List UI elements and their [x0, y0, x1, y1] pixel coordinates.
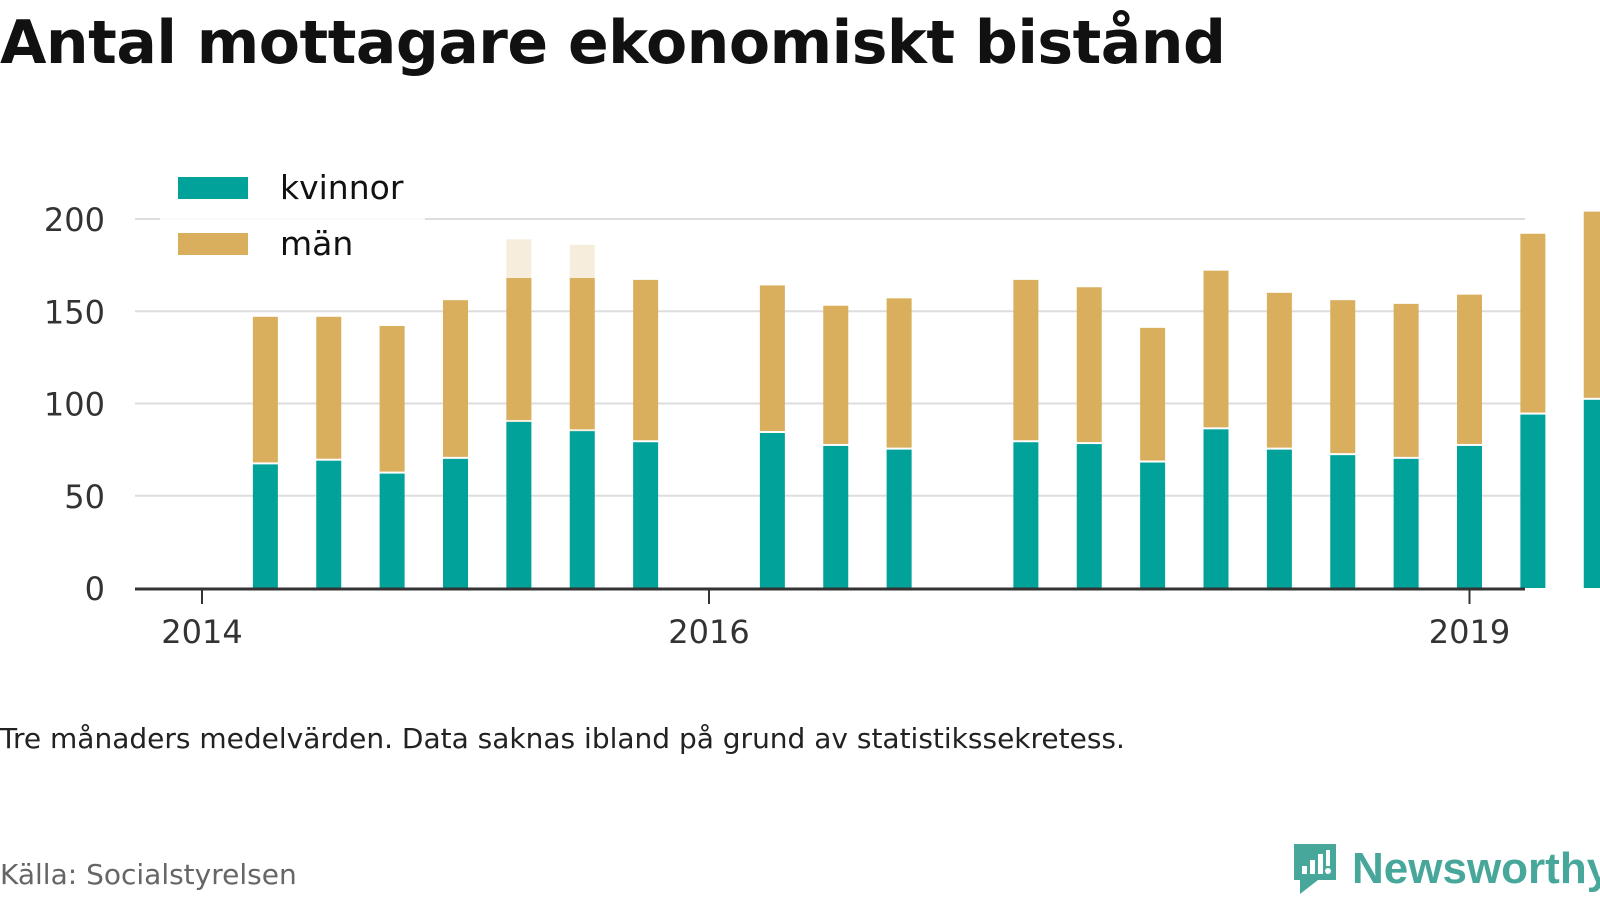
newsworthy-brand[interactable]: Newsworthy: [1290, 840, 1600, 898]
bar-kvinnor: [379, 473, 405, 588]
bar-kvinnor: [1076, 444, 1102, 588]
legend: kvinnor män: [160, 164, 425, 276]
newsworthy-logo-icon: [1294, 844, 1336, 894]
bar-man: [316, 316, 342, 459]
chart-title: Antal mottagare ekonomiskt bistånd: [0, 8, 1226, 78]
y-tick-label: 150: [44, 293, 105, 331]
bar-man: [1330, 300, 1356, 454]
chart-note: Tre månaders medelvärden. Data saknas ib…: [0, 722, 1125, 755]
bar-man: [1076, 287, 1102, 443]
bar-man: [633, 279, 659, 441]
bar-man: [379, 326, 405, 472]
bar-man: [506, 278, 532, 420]
bar-kvinnor: [569, 431, 595, 588]
bar-man: [1013, 279, 1039, 441]
bar-kvinnor: [1457, 445, 1482, 588]
bar-kvinnor: [759, 433, 785, 588]
bar-man: [1203, 270, 1229, 428]
bar-man: [1266, 292, 1292, 448]
source-label: Källa: Socialstyrelsen: [0, 858, 297, 891]
bar-kvinnor: [633, 442, 659, 588]
bar-man: [823, 305, 849, 444]
bars: [252, 211, 1600, 589]
bar-man: [1393, 303, 1419, 457]
bar-kvinnor: [1393, 458, 1419, 588]
legend-label-kvinnor: kvinnor: [280, 168, 404, 207]
y-tick-label: 200: [44, 201, 105, 239]
bar-kvinnor: [886, 449, 912, 588]
bar-man: [1457, 294, 1482, 444]
bar-man: [1583, 211, 1600, 398]
legend-swatch-kvinnor: [178, 177, 248, 199]
bar-man: [759, 285, 785, 432]
bar-kvinnor: [823, 445, 849, 588]
bar-kvinnor: [1330, 455, 1356, 588]
y-tick-label: 50: [64, 478, 105, 516]
bar-man: [1140, 327, 1166, 461]
bar-man: [252, 316, 278, 463]
bar-man: [1520, 233, 1546, 413]
x-tick-label: 2014: [161, 613, 242, 651]
bar-kvinnor: [1013, 442, 1039, 588]
bar-man: [569, 278, 595, 430]
bar-man: [886, 298, 912, 448]
bar-kvinnor: [1140, 462, 1166, 588]
bar-kvinnor: [1520, 414, 1546, 588]
axes: 05010015020020142016201920212023: [44, 201, 1525, 651]
brand-name: Newsworthy: [1352, 844, 1600, 893]
bar-kvinnor: [1583, 399, 1600, 588]
bar-kvinnor: [506, 421, 532, 588]
bar-man: [443, 300, 468, 457]
legend-label-man: män: [280, 224, 353, 263]
bar-kvinnor: [443, 458, 468, 588]
y-tick-label: 0: [85, 570, 105, 608]
bar-kvinnor: [1266, 449, 1292, 588]
bar-kvinnor: [252, 464, 278, 588]
bar-kvinnor: [316, 460, 342, 588]
legend-swatch-man: [178, 233, 248, 255]
bar-kvinnor: [1203, 429, 1229, 588]
x-tick-label: 2019: [1429, 613, 1510, 651]
x-tick-label: 2016: [668, 613, 749, 651]
stacked-bar-chart: 05010015020020142016201920212023 kvinnor…: [44, 164, 1600, 651]
y-tick-label: 100: [44, 386, 105, 424]
